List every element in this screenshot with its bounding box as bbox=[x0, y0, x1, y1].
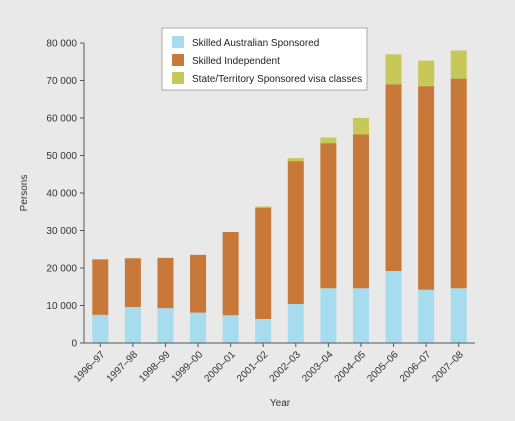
legend-swatch bbox=[172, 72, 184, 84]
y-tick-label: 70 000 bbox=[46, 76, 77, 87]
x-tick-label: 2001–02 bbox=[235, 349, 271, 385]
bar-segment-independent bbox=[418, 86, 435, 290]
x-tick-label: 2000–01 bbox=[202, 349, 238, 385]
bar-segment-sponsored bbox=[450, 288, 467, 343]
bars-group bbox=[92, 50, 467, 343]
legend: Skilled Australian Sponsored Skilled Inde… bbox=[161, 27, 368, 91]
bar-segment-independent bbox=[385, 84, 402, 271]
x-tick-label: 2004–05 bbox=[333, 349, 369, 385]
bar-segment-state bbox=[385, 54, 402, 85]
bar-segment-state bbox=[450, 50, 467, 79]
x-ticks-group: 1996–971997–981998–991999–002000–012001–… bbox=[72, 343, 466, 385]
bar-segment-state bbox=[255, 206, 272, 208]
legend-swatch bbox=[172, 54, 184, 66]
bar-segment-sponsored bbox=[157, 308, 174, 343]
y-tick-label: 40 000 bbox=[46, 189, 77, 200]
bar-segment-independent bbox=[450, 78, 467, 289]
y-tick-label: 0 bbox=[71, 339, 77, 350]
x-tick-label: 2003–04 bbox=[300, 349, 336, 385]
legend-box bbox=[161, 27, 368, 91]
y-ticks-group: 0 10 000 20 000 30 000 40 000 50 000 60 000 70 … bbox=[46, 39, 84, 350]
bar-segment-sponsored bbox=[92, 314, 109, 343]
legend-swatch bbox=[172, 36, 184, 48]
y-axis-title: Persons bbox=[19, 175, 30, 212]
bar-segment-sponsored bbox=[385, 271, 402, 343]
bar-segment-state bbox=[352, 118, 369, 135]
x-axis-title: Year bbox=[270, 398, 291, 409]
y-tick-label: 80 000 bbox=[46, 39, 77, 50]
y-tick-label: 30 000 bbox=[46, 226, 77, 237]
y-tick-label: 20 000 bbox=[46, 264, 77, 275]
y-tick-label: 60 000 bbox=[46, 114, 77, 125]
bar-segment-independent bbox=[157, 257, 174, 309]
bar-segment-sponsored bbox=[320, 288, 337, 343]
x-tick-label: 2005–06 bbox=[365, 349, 401, 385]
bar-segment-state bbox=[320, 137, 337, 144]
legend-label: Skilled Independent bbox=[192, 56, 280, 67]
x-tick-label: 2006–07 bbox=[398, 349, 434, 385]
x-tick-label: 2007–08 bbox=[431, 349, 467, 385]
bar-segment-state bbox=[418, 60, 435, 87]
bar-segment-independent bbox=[222, 232, 239, 316]
y-tick-label: 50 000 bbox=[46, 151, 77, 162]
bar-segment-independent bbox=[320, 143, 337, 289]
bar-segment-sponsored bbox=[124, 307, 141, 343]
bar-segment-independent bbox=[287, 161, 304, 304]
x-tick-label: 2002–03 bbox=[268, 349, 304, 385]
bar-segment-independent bbox=[92, 259, 109, 315]
bar-segment-sponsored bbox=[287, 304, 304, 343]
bar-segment-sponsored bbox=[222, 315, 239, 343]
bar-segment-sponsored bbox=[352, 288, 369, 343]
bar-segment-state bbox=[287, 158, 304, 162]
legend-label: State/Territory Sponsored visa classes bbox=[192, 74, 362, 85]
bar-segment-sponsored bbox=[418, 289, 435, 343]
bar-segment-sponsored bbox=[255, 319, 272, 343]
bar-segment-independent bbox=[124, 258, 141, 307]
bar-segment-sponsored bbox=[190, 312, 207, 343]
x-tick-label: 1999–00 bbox=[170, 349, 206, 385]
legend-label: Skilled Australian Sponsored bbox=[192, 38, 319, 49]
x-tick-label: 1996–97 bbox=[72, 349, 108, 385]
bar-segment-independent bbox=[190, 254, 207, 313]
x-tick-label: 1997–98 bbox=[105, 349, 141, 385]
bar-segment-independent bbox=[352, 134, 369, 289]
bar-segment-independent bbox=[255, 207, 272, 319]
y-tick-label: 10 000 bbox=[46, 301, 77, 312]
x-tick-label: 1998–99 bbox=[137, 349, 173, 385]
